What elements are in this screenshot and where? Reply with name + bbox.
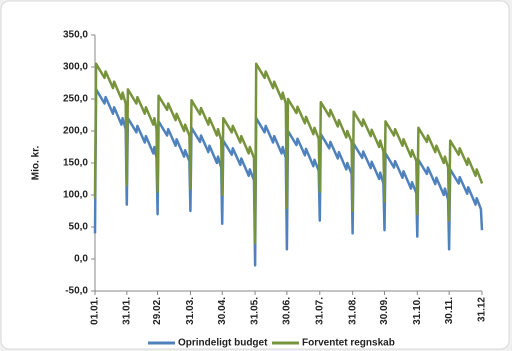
x-tick-label: 30.06. (282, 297, 293, 325)
x-tick-label: 31.07. (314, 297, 325, 325)
x-tick-label: 31.12 (477, 297, 488, 322)
x-tick-label: 31.10. (412, 297, 423, 325)
y-tick-label: 350,0 (63, 30, 88, 41)
y-tick-label: -50,0 (65, 286, 88, 297)
y-tick-label: 150,0 (63, 158, 88, 169)
x-tick-label: 30.11. (444, 297, 455, 324)
x-tick-label: 31.01. (121, 297, 132, 325)
y-tick-label: 50,0 (69, 222, 89, 233)
y-tick-label: 0,0 (74, 254, 88, 265)
x-tick-label: 29.02. (152, 297, 163, 325)
x-tick-label: 30.04. (217, 297, 228, 325)
x-tick-label: 30.09. (379, 297, 390, 325)
y-tick-label: 300,0 (63, 62, 88, 73)
x-tick-label: 01.01. (90, 297, 101, 325)
x-tick-label: 31.03. (185, 297, 196, 325)
y-tick-label: 100,0 (63, 190, 88, 201)
series-line (93, 62, 484, 245)
legend-label: Oprindeligt budget (178, 338, 268, 349)
series-line (93, 88, 484, 267)
x-tick-label: 31.08. (347, 297, 358, 325)
y-axis-label: Mio. kr. (31, 146, 42, 181)
legend-label: Forventet regnskab (302, 338, 395, 349)
y-tick-label: 250,0 (63, 94, 88, 105)
y-tick-label: 200,0 (63, 126, 88, 137)
x-tick-label: 31.05. (250, 297, 261, 325)
